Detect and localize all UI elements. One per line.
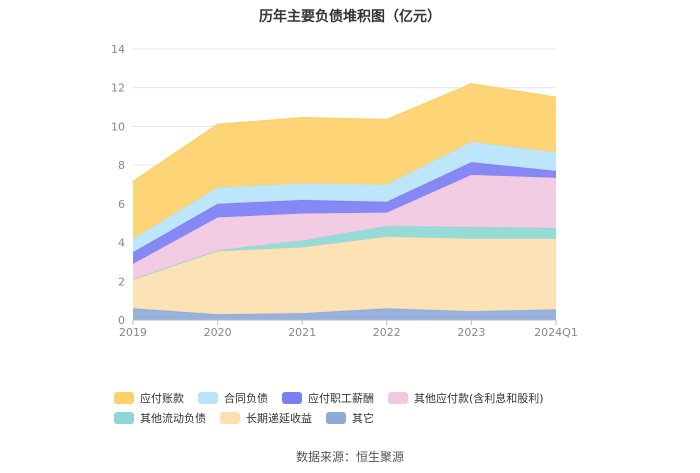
- legend-label: 其他流动负债: [140, 412, 206, 425]
- legend-label: 应付职工薪酬: [308, 392, 374, 405]
- legend-label: 其它: [352, 412, 374, 425]
- area-series: [133, 236, 556, 315]
- legend-swatch: [388, 392, 408, 404]
- legend-swatch: [326, 412, 346, 424]
- legend-label: 其他应付款(含利息和股利): [414, 392, 544, 405]
- area-series: [133, 174, 556, 280]
- legend-item[interactable]: 其他流动负债: [114, 408, 206, 428]
- legend-swatch: [114, 392, 134, 404]
- y-tick-label: 4: [118, 237, 125, 250]
- legend-label: 应付账款: [140, 392, 184, 405]
- legend-item[interactable]: 应付职工薪酬: [282, 388, 374, 408]
- area-layer: [132, 83, 557, 320]
- legend: 应付账款 合同负债 应付职工薪酬 其他应付款(含利息和股利) 其他流动负债 长期递延收益 其…: [114, 388, 604, 428]
- chart-title: 历年主要负债堆积图（亿元）: [259, 9, 441, 25]
- y-tick-label: 8: [118, 159, 125, 172]
- y-tick-label: 14: [111, 43, 125, 56]
- y-tick-label: 2: [118, 275, 125, 288]
- stacked-area-chart: 0 2 4 6 8 10 12 14 2019 2020 2021 2022 2023 2024Q1: [111, 43, 578, 339]
- area-series: [133, 226, 556, 280]
- x-tick-label: 2022: [373, 326, 401, 339]
- legend-item[interactable]: 合同负债: [198, 388, 268, 408]
- x-tick-label: 2021: [288, 326, 316, 339]
- legend-row: 应付账款 合同负债 应付职工薪酬 其他应付款(含利息和股利) 其他流动负债 长期递延收益 其…: [114, 388, 604, 428]
- axis-layer: 0 2 4 6 8 10 12 14 2019 2020 2021 2022 2023 2024Q1: [111, 43, 578, 339]
- legend-item[interactable]: 其它: [326, 408, 374, 428]
- legend-item[interactable]: 应付账款: [114, 388, 184, 408]
- y-tick-label: 0: [118, 314, 125, 327]
- legend-swatch: [198, 392, 218, 404]
- y-tick-label: 12: [111, 82, 125, 95]
- legend-swatch: [114, 412, 134, 424]
- x-tick-label: 2019: [119, 326, 147, 339]
- y-tick-label: 10: [111, 120, 125, 133]
- area-series: [133, 83, 556, 239]
- legend-item[interactable]: 长期递延收益: [220, 408, 312, 428]
- legend-swatch: [220, 412, 240, 424]
- legend-swatch: [282, 392, 302, 404]
- x-tick-label: 2023: [457, 326, 485, 339]
- x-tick-label: 2024Q1: [534, 326, 578, 339]
- legend-label: 长期递延收益: [246, 412, 312, 425]
- source-note: 数据来源：恒生聚源: [295, 450, 404, 464]
- legend-item[interactable]: 其他应付款(含利息和股利): [388, 388, 544, 408]
- series-line: [132, 83, 557, 183]
- legend-label: 合同负债: [224, 392, 268, 405]
- area-series: [133, 141, 556, 253]
- x-tick-label: 2020: [204, 326, 232, 339]
- y-tick-label: 6: [118, 198, 125, 211]
